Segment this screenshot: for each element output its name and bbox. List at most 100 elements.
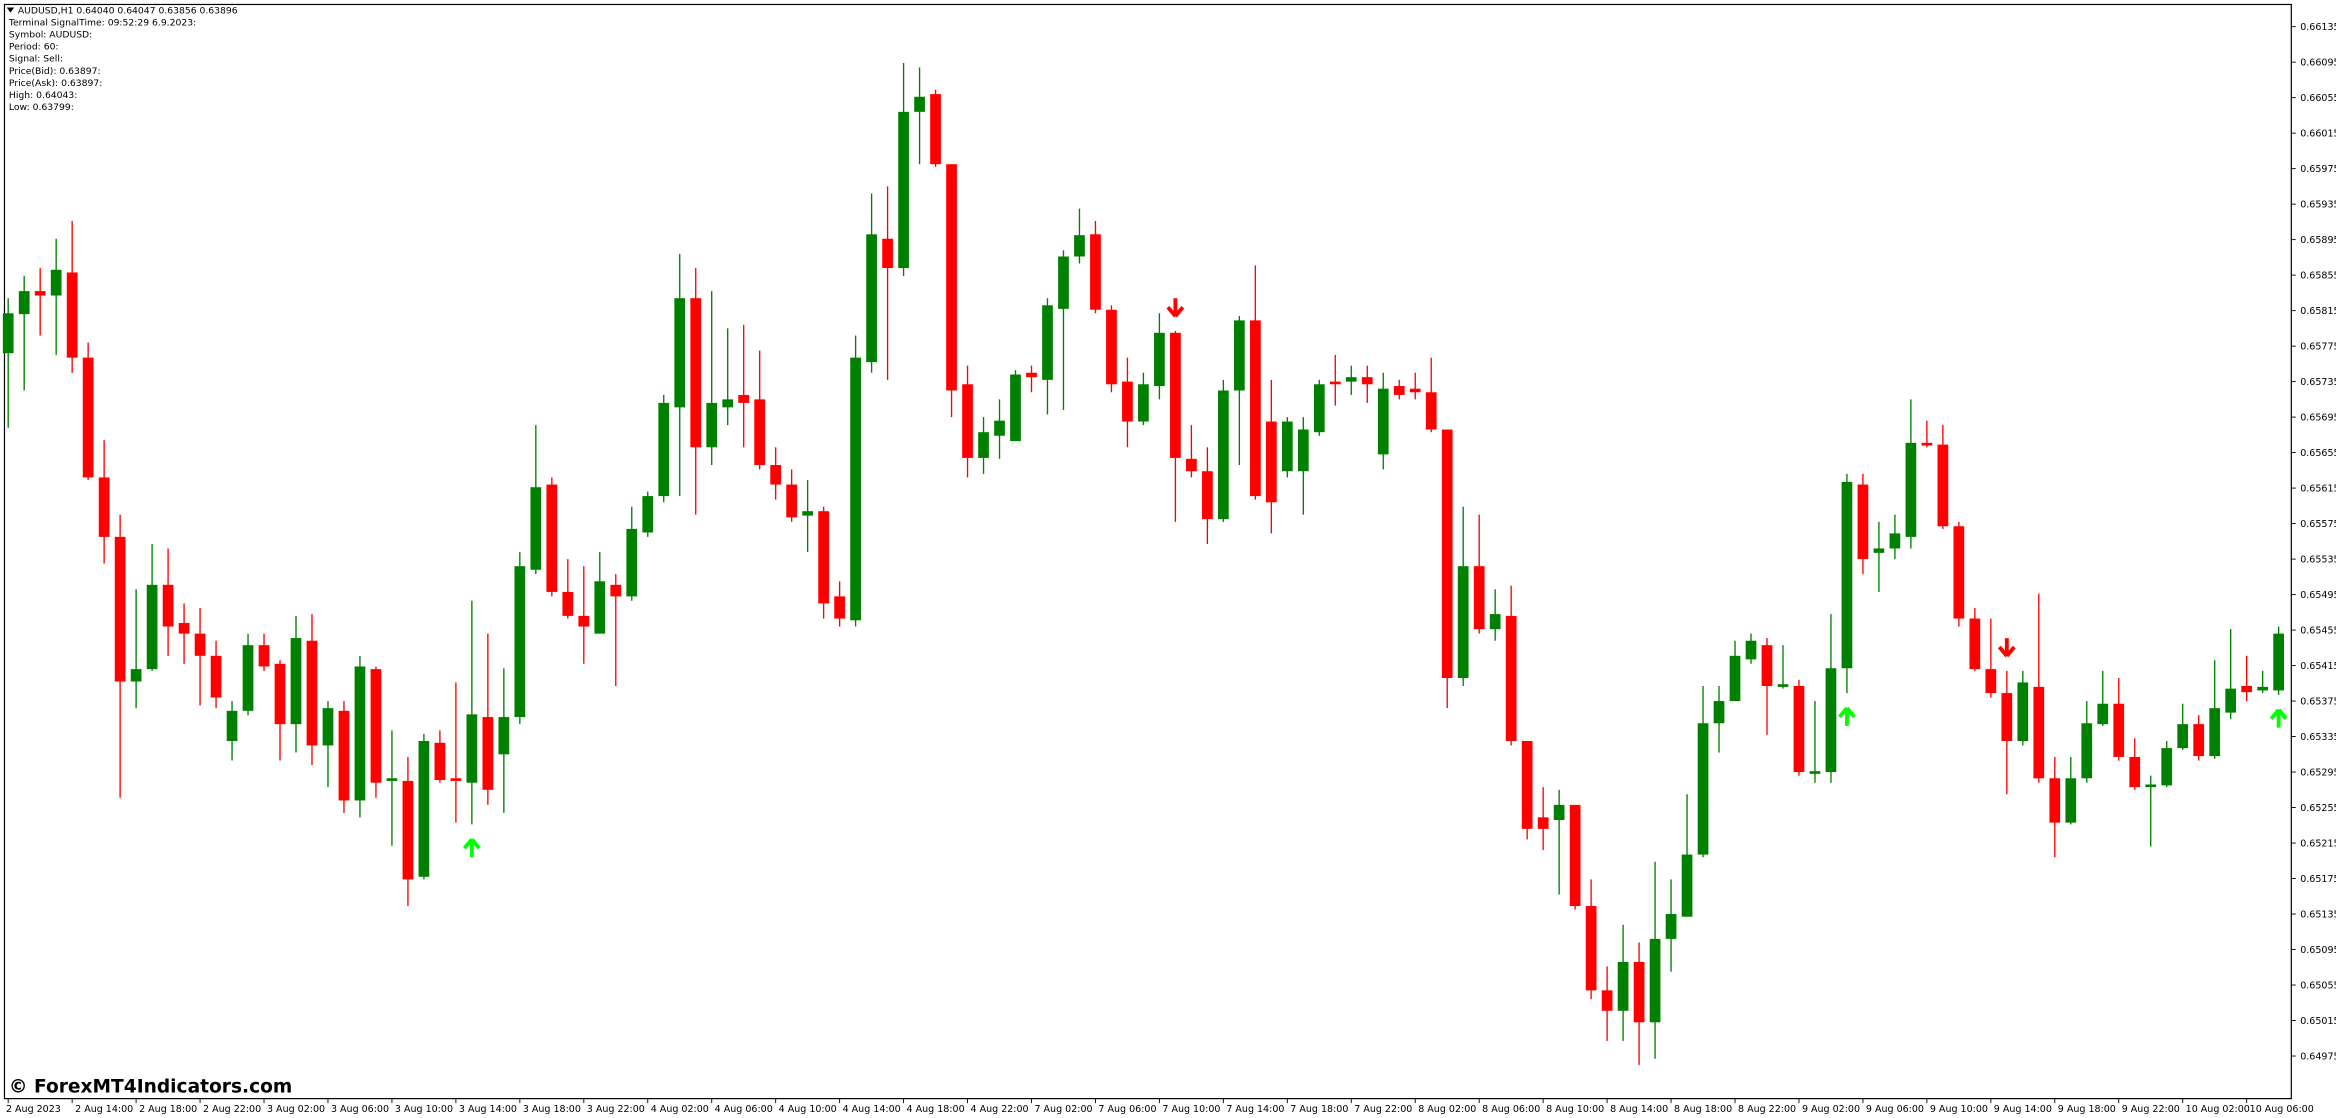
candle-body bbox=[1745, 640, 1757, 660]
y-tick-label: 0.65575 bbox=[2300, 519, 2336, 530]
candle-body bbox=[1345, 377, 1357, 382]
y-tick-label: 0.65255 bbox=[2300, 803, 2336, 814]
candle-body bbox=[1937, 444, 1949, 527]
candle-body bbox=[242, 645, 254, 711]
y-tick-label: 0.65055 bbox=[2300, 980, 2336, 991]
x-tick-label: 8 Aug 06:00 bbox=[1482, 1104, 1540, 1115]
candle-body bbox=[1441, 429, 1453, 678]
candle-body bbox=[2001, 693, 2013, 742]
candle-body bbox=[594, 581, 606, 634]
candle-body bbox=[82, 357, 94, 478]
candle-body bbox=[802, 511, 814, 516]
candle-body bbox=[370, 669, 382, 783]
y-tick-label: 0.65615 bbox=[2300, 483, 2336, 494]
candle-body bbox=[2209, 708, 2221, 757]
y-tick-label: 0.65855 bbox=[2300, 270, 2336, 281]
x-tick-label: 10 Aug 06:00 bbox=[2250, 1104, 2314, 1115]
candle-body bbox=[1825, 668, 1837, 773]
y-tick-label: 0.65335 bbox=[2300, 732, 2336, 743]
candle-body bbox=[1233, 320, 1245, 391]
down-arrow bbox=[1997, 638, 2016, 658]
y-tick-label: 0.65975 bbox=[2300, 164, 2336, 175]
candle-body bbox=[994, 420, 1005, 436]
y-tick-label: 0.65215 bbox=[2300, 838, 2336, 849]
y-tick-label: 0.65135 bbox=[2300, 909, 2336, 920]
y-tick-label: 0.66095 bbox=[2300, 57, 2336, 68]
candle-body bbox=[2081, 723, 2093, 779]
x-tick-label: 4 Aug 10:00 bbox=[779, 1104, 837, 1115]
candle-body bbox=[978, 432, 989, 458]
candle-body bbox=[2129, 756, 2141, 788]
x-tick-label: 2 Aug 22:00 bbox=[203, 1104, 261, 1115]
plot-frame bbox=[3, 3, 2292, 1100]
x-tick-label: 9 Aug 06:00 bbox=[1866, 1104, 1924, 1115]
candle-body bbox=[1793, 685, 1805, 773]
candle-body bbox=[546, 484, 558, 592]
candle-body bbox=[1202, 471, 1213, 520]
candle-body bbox=[1154, 332, 1165, 387]
candle-body bbox=[850, 357, 861, 621]
candle-body bbox=[738, 394, 750, 403]
x-tick-label: 8 Aug 18:00 bbox=[1674, 1104, 1732, 1115]
x-tick-label: 4 Aug 14:00 bbox=[843, 1104, 901, 1115]
candle-body bbox=[1633, 961, 1645, 1023]
candle-body bbox=[498, 717, 510, 755]
candle-body bbox=[1313, 384, 1325, 433]
x-tick-label: 4 Aug 06:00 bbox=[715, 1104, 773, 1115]
candle-body bbox=[1553, 804, 1565, 820]
candle-body bbox=[1170, 332, 1181, 458]
candle-body bbox=[610, 584, 622, 597]
candle-body bbox=[578, 615, 590, 627]
up-arrow bbox=[462, 838, 481, 858]
candle-body bbox=[818, 511, 830, 604]
candle-body bbox=[1074, 235, 1085, 257]
x-tick-label: 4 Aug 02:00 bbox=[651, 1104, 709, 1115]
candle-body bbox=[1505, 615, 1517, 742]
candle-body bbox=[322, 708, 334, 746]
candle-body bbox=[450, 778, 462, 781]
x-tick-label: 3 Aug 02:00 bbox=[267, 1104, 325, 1115]
candle-body bbox=[1409, 388, 1421, 393]
candle-body bbox=[306, 640, 318, 746]
candle-body bbox=[338, 710, 350, 801]
candle-body bbox=[1393, 386, 1405, 395]
candle-body bbox=[690, 298, 702, 448]
candle-body bbox=[1106, 309, 1117, 385]
x-tick-label: 8 Aug 14:00 bbox=[1610, 1104, 1668, 1115]
info-line: Low: 0.63799: bbox=[9, 102, 74, 113]
down-arrow bbox=[1166, 298, 1185, 318]
candle-body bbox=[1921, 442, 1933, 446]
candle-body bbox=[1985, 669, 1997, 694]
y-tick-label: 0.65375 bbox=[2300, 696, 2336, 707]
y-tick-label: 0.65735 bbox=[2300, 377, 2336, 388]
x-tick-label: 7 Aug 02:00 bbox=[1034, 1104, 1092, 1115]
axes: 0.66135 0.66095 0.66055 0.66015 0.65975 0.659… bbox=[6, 22, 2336, 1115]
candle-body bbox=[962, 384, 973, 458]
candle-body bbox=[754, 399, 766, 466]
candle-body bbox=[1297, 429, 1309, 472]
candle-body bbox=[466, 714, 478, 783]
candle-body bbox=[194, 633, 206, 656]
candle-body bbox=[1058, 256, 1069, 309]
info-line: Price(Bid): 0.63897: bbox=[9, 66, 101, 77]
candle-body bbox=[1489, 614, 1501, 630]
candle-body bbox=[1601, 990, 1613, 1011]
y-tick-label: 0.65895 bbox=[2300, 235, 2336, 246]
candle-body bbox=[1537, 817, 1549, 829]
x-tick-label: 8 Aug 02:00 bbox=[1418, 1104, 1476, 1115]
y-tick-label: 0.65935 bbox=[2300, 199, 2336, 210]
candle-body bbox=[226, 710, 238, 742]
candle-body bbox=[1585, 906, 1597, 991]
candle-body bbox=[178, 622, 190, 634]
x-tick-label: 8 Aug 10:00 bbox=[1546, 1104, 1604, 1115]
candle-body bbox=[2033, 686, 2045, 779]
candle-body bbox=[2225, 688, 2237, 713]
candle-body bbox=[1905, 442, 1917, 537]
watermark: © ForexMT4Indicators.com bbox=[9, 1077, 292, 1098]
candle-body bbox=[1953, 526, 1965, 619]
candle-body bbox=[2113, 703, 2125, 757]
x-tick-label: 3 Aug 10:00 bbox=[395, 1104, 453, 1115]
candle-body bbox=[210, 655, 222, 698]
menu-triangle[interactable] bbox=[6, 7, 15, 13]
candle-body bbox=[1361, 377, 1373, 385]
